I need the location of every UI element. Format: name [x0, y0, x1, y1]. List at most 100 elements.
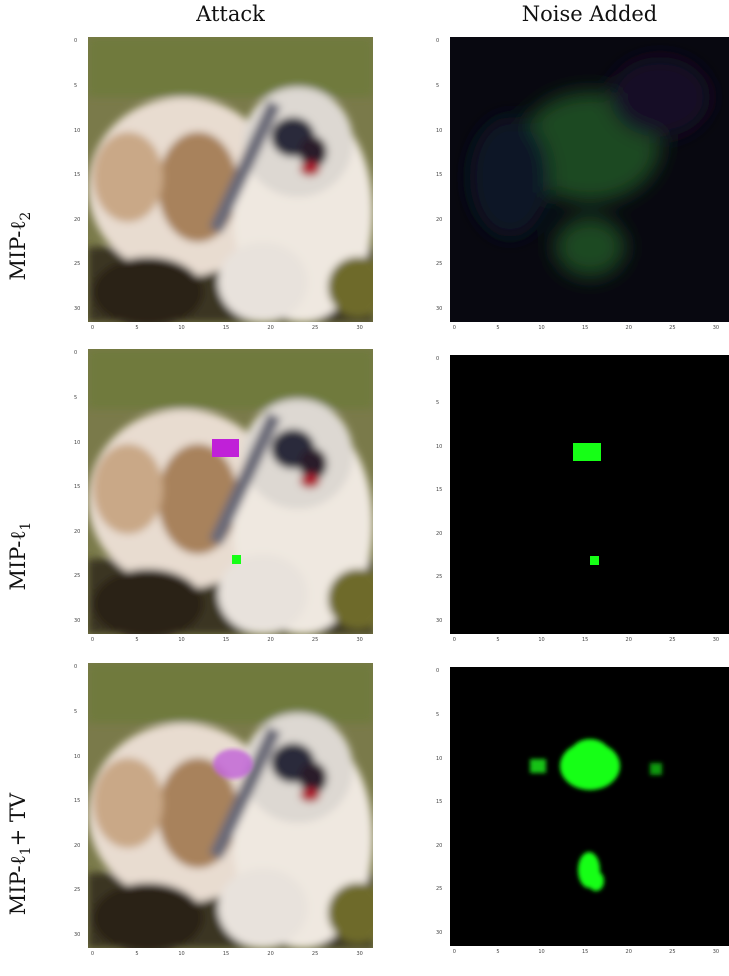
x-tick-label: 0 [452, 949, 456, 955]
x-tick-label: 5 [496, 637, 500, 643]
x-tick-label: 20 [625, 637, 632, 643]
x-tick-label: 15 [581, 949, 589, 955]
row-label-mip-l1: MIP-ℓ1 [5, 521, 35, 591]
x-tick-label: 5 [135, 637, 139, 643]
x-tick-label: 15 [222, 325, 230, 331]
x-tick-label: 0 [90, 951, 95, 957]
x-tick-label: 20 [625, 325, 632, 331]
x-tick-label: 0 [452, 637, 456, 643]
y-tick-label: 0 [74, 38, 78, 45]
x-tick-label: 5 [135, 951, 139, 957]
y-tick-label: 20 [74, 216, 81, 223]
y-tick-label: 25 [74, 573, 81, 580]
x-tick-label: 10 [538, 325, 545, 331]
x-tick-label: 25 [669, 637, 676, 643]
column-title-attack: Attack [196, 2, 265, 26]
y-tick-label: 30 [74, 617, 81, 624]
x-tick-label: 30 [356, 325, 363, 331]
y-tick-label: 0 [436, 38, 440, 45]
y-axis-ticks: 0 5 10 15 20 25 30 [74, 663, 86, 948]
x-tick-label: 5 [135, 325, 139, 331]
x-tick-label: 0 [90, 637, 95, 643]
row-label-mip-l1-tv: MIP-ℓ1+ TV [5, 792, 35, 916]
x-axis-ticks: 0 5 10 15 20 25 30 [450, 949, 729, 957]
y-tick-label: 20 [74, 842, 81, 849]
y-tick-label: 0 [74, 350, 78, 357]
y-tick-label: 25 [74, 261, 81, 268]
attack-image-mip-l1-tv [88, 663, 373, 948]
x-tick-label: 25 [311, 951, 319, 957]
y-tick-label: 30 [436, 929, 443, 936]
x-axis-ticks: 0 5 10 15 20 25 30 [450, 325, 729, 333]
y-tick-label: 20 [436, 530, 443, 537]
attack-image-mip-l2 [88, 37, 373, 322]
x-tick-label: 25 [669, 325, 676, 331]
y-tick-label: 5 [74, 82, 78, 89]
x-tick-label: 20 [625, 949, 632, 955]
x-tick-label: 30 [356, 637, 363, 643]
y-tick-label: 25 [436, 886, 443, 893]
y-tick-label: 15 [436, 172, 443, 179]
y-tick-label: 15 [436, 487, 443, 494]
x-tick-label: 15 [222, 951, 230, 957]
y-tick-label: 0 [74, 664, 78, 671]
y-tick-label: 0 [436, 668, 440, 675]
y-tick-label: 0 [436, 356, 440, 363]
noise-image-mip-l1 [450, 355, 729, 634]
y-tick-label: 15 [74, 798, 81, 805]
y-tick-label: 5 [436, 711, 440, 718]
x-axis-ticks: 0 5 10 15 20 25 30 [88, 325, 373, 333]
x-tick-label: 0 [90, 325, 95, 331]
y-axis-ticks: 0 5 10 15 20 25 30 [74, 349, 86, 634]
y-tick-label: 20 [74, 528, 81, 535]
y-tick-label: 10 [74, 127, 81, 134]
y-tick-label: 30 [74, 305, 81, 312]
y-tick-label: 30 [74, 931, 81, 938]
y-tick-label: 10 [436, 443, 443, 450]
y-axis-ticks: 0 5 10 15 20 25 30 [436, 37, 448, 322]
x-tick-label: 10 [178, 951, 185, 957]
x-tick-label: 25 [311, 637, 319, 643]
x-tick-label: 20 [267, 325, 274, 331]
y-tick-label: 20 [436, 842, 443, 849]
x-tick-label: 15 [581, 637, 589, 643]
noise-dot [590, 556, 599, 565]
row-label-mip-l2: MIP-ℓ2 [5, 211, 35, 281]
attack-tv-blob [213, 749, 253, 779]
y-tick-label: 10 [436, 755, 443, 762]
x-axis-ticks: 0 5 10 15 20 25 30 [450, 637, 729, 645]
x-tick-label: 15 [222, 637, 230, 643]
y-tick-label: 30 [436, 617, 443, 624]
x-tick-label: 30 [712, 325, 720, 331]
x-tick-label: 20 [267, 951, 274, 957]
attack-perturbation-patch [212, 439, 239, 457]
y-axis-ticks: 0 5 10 15 20 25 30 [74, 37, 86, 322]
y-tick-label: 5 [74, 708, 78, 715]
x-tick-label: 30 [356, 951, 363, 957]
x-tick-label: 10 [178, 637, 185, 643]
y-tick-label: 20 [436, 216, 443, 223]
attack-perturbation-dot [232, 555, 241, 564]
x-tick-label: 25 [311, 325, 319, 331]
x-tick-label: 10 [538, 637, 545, 643]
attack-image-mip-l1 [88, 349, 373, 634]
y-tick-label: 10 [74, 439, 81, 446]
y-tick-label: 5 [436, 82, 440, 89]
y-tick-label: 25 [74, 887, 81, 894]
x-tick-label: 20 [267, 637, 274, 643]
noise-image-mip-l2 [450, 37, 729, 322]
y-tick-label: 25 [436, 261, 443, 268]
y-tick-label: 15 [74, 172, 81, 179]
x-tick-label: 10 [538, 949, 545, 955]
y-tick-label: 15 [74, 484, 81, 491]
x-tick-label: 5 [496, 325, 500, 331]
x-tick-label: 30 [712, 637, 720, 643]
x-axis-ticks: 0 5 10 15 20 25 30 [88, 637, 373, 645]
x-tick-label: 10 [178, 325, 185, 331]
x-axis-ticks: 0 5 10 15 20 25 30 [88, 951, 373, 959]
y-tick-label: 5 [74, 394, 78, 401]
x-tick-label: 30 [712, 949, 720, 955]
y-tick-label: 30 [436, 305, 443, 312]
y-tick-label: 10 [436, 127, 443, 134]
y-tick-label: 10 [74, 753, 81, 760]
